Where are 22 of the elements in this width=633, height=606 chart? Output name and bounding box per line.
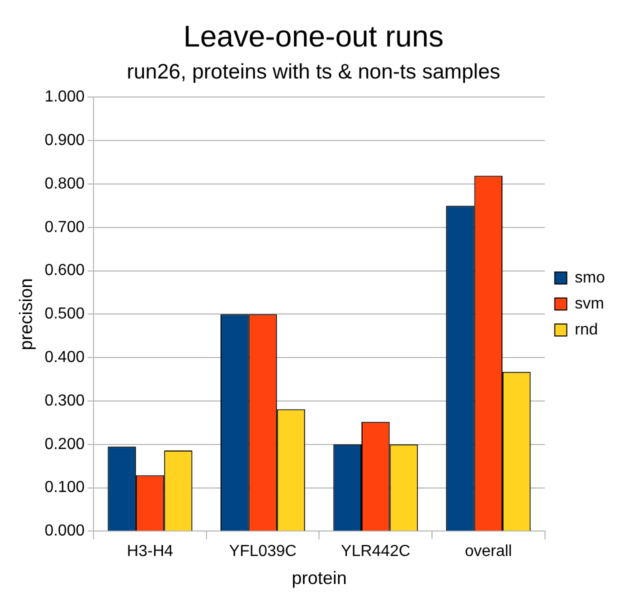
y-tick-label: 0.200 xyxy=(44,436,85,453)
x-tick-label: H3-H4 xyxy=(126,543,174,560)
y-tick-label: 0.100 xyxy=(44,479,85,496)
y-tick-label: 0.000 xyxy=(44,522,85,540)
y-tick-label: 0.700 xyxy=(44,218,85,236)
y-tick-label: 0.800 xyxy=(44,175,85,192)
legend-label: svm xyxy=(574,295,604,312)
y-tick-label: 0.900 xyxy=(44,132,85,150)
legend-label: smo xyxy=(574,269,606,286)
chart-title: Leave-one-out runs xyxy=(183,20,444,54)
chart-subtitle: run26, proteins with ts & non-ts samples xyxy=(126,60,500,84)
y-tick-label: 0.500 xyxy=(44,306,85,323)
x-tick-label: YLR442C xyxy=(340,543,410,560)
y-tick-label: 0.400 xyxy=(44,349,85,366)
y-axis-title: precision xyxy=(16,278,36,350)
y-tick-label: 0.300 xyxy=(44,392,85,410)
x-tick-label: YFL039C xyxy=(229,543,297,560)
x-tick-label: overall xyxy=(464,543,512,560)
x-axis-title: protein xyxy=(292,568,347,588)
y-tick-label: 0.600 xyxy=(44,262,85,280)
legend-label: rnd xyxy=(574,321,598,338)
y-tick-label: 1.000 xyxy=(44,88,85,106)
